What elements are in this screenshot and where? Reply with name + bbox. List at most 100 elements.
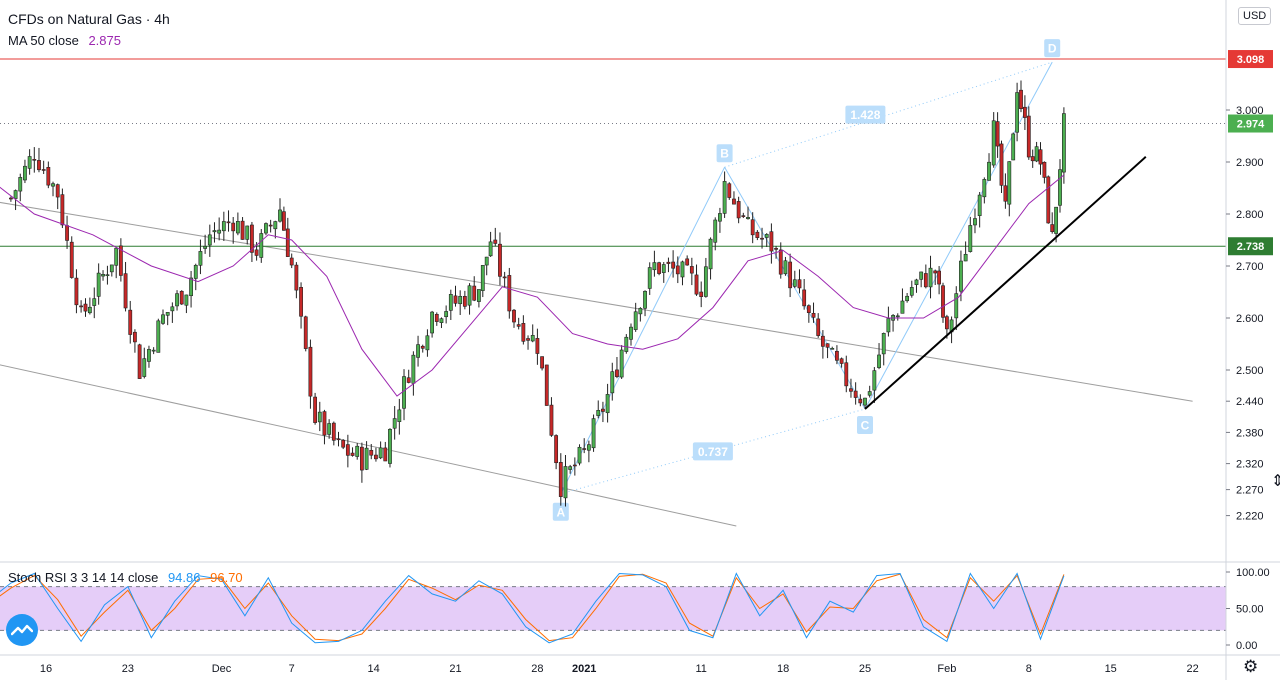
tradingview-logo-icon[interactable] — [6, 614, 38, 646]
candle[interactable] — [1062, 107, 1066, 184]
candle[interactable] — [643, 290, 647, 317]
candle[interactable] — [336, 431, 341, 447]
candle[interactable] — [425, 329, 430, 357]
candle[interactable] — [881, 332, 886, 366]
candle[interactable] — [416, 335, 420, 367]
candle[interactable] — [341, 439, 346, 450]
candle[interactable] — [109, 264, 114, 277]
candle[interactable] — [652, 250, 657, 277]
candle[interactable] — [493, 227, 498, 247]
candle[interactable] — [303, 315, 308, 352]
candle[interactable] — [231, 217, 236, 244]
candle[interactable] — [448, 289, 453, 320]
candle[interactable] — [123, 261, 128, 312]
candle[interactable] — [9, 196, 13, 202]
candle[interactable] — [1003, 173, 1008, 209]
candle[interactable] — [268, 219, 273, 233]
candle[interactable] — [769, 223, 774, 264]
candle[interactable] — [638, 307, 643, 322]
candle[interactable] — [250, 221, 254, 262]
candle[interactable] — [849, 378, 853, 398]
candle[interactable] — [1030, 149, 1035, 168]
candle[interactable] — [507, 267, 512, 319]
candle[interactable] — [928, 255, 933, 299]
candle[interactable] — [278, 198, 282, 223]
candle[interactable] — [101, 270, 105, 281]
candle[interactable] — [105, 265, 110, 285]
candle[interactable] — [289, 253, 294, 269]
candle[interactable] — [41, 160, 46, 174]
candle[interactable] — [345, 434, 350, 468]
candle[interactable] — [142, 347, 147, 379]
candle[interactable] — [327, 419, 332, 439]
candle[interactable] — [722, 171, 727, 218]
candle[interactable] — [285, 217, 290, 258]
candle[interactable] — [596, 400, 601, 419]
candle[interactable] — [909, 280, 914, 298]
candle[interactable] — [835, 345, 839, 365]
candle[interactable] — [521, 315, 526, 345]
abcd-leg-ab[interactable] — [560, 166, 726, 494]
candle[interactable] — [83, 298, 88, 317]
last-price-label[interactable]: 2.974 — [1228, 114, 1273, 133]
candle[interactable] — [392, 406, 397, 440]
candle[interactable] — [685, 255, 690, 266]
candle[interactable] — [476, 289, 481, 308]
candle[interactable] — [844, 355, 849, 393]
candle[interactable] — [430, 310, 435, 338]
candle[interactable] — [273, 220, 278, 239]
candle[interactable] — [982, 177, 987, 204]
candle[interactable] — [240, 217, 245, 240]
candle[interactable] — [755, 230, 760, 241]
candle[interactable] — [133, 329, 137, 353]
candle[interactable] — [919, 271, 924, 288]
candle[interactable] — [825, 343, 830, 359]
candle[interactable] — [235, 212, 240, 236]
candle[interactable] — [264, 222, 268, 236]
candle[interactable] — [462, 290, 467, 310]
candle[interactable] — [977, 192, 982, 228]
candle[interactable] — [554, 434, 559, 470]
candle[interactable] — [959, 250, 963, 302]
candle[interactable] — [184, 294, 189, 314]
candle[interactable] — [689, 257, 694, 286]
candle[interactable] — [549, 397, 554, 437]
candle[interactable] — [991, 112, 996, 168]
candle[interactable] — [484, 256, 489, 276]
candle[interactable] — [661, 261, 666, 283]
candle[interactable] — [923, 264, 928, 289]
candle[interactable] — [397, 398, 402, 435]
candle[interactable] — [294, 262, 299, 299]
candle[interactable] — [203, 234, 208, 254]
candle[interactable] — [359, 442, 364, 483]
candle[interactable] — [778, 242, 783, 279]
candle[interactable] — [633, 302, 638, 332]
candle[interactable] — [872, 367, 877, 403]
resistance-price-label[interactable]: 3.098 — [1228, 50, 1273, 69]
candle[interactable] — [137, 343, 142, 379]
candle[interactable] — [458, 290, 463, 315]
candle[interactable] — [563, 455, 568, 507]
candle[interactable] — [816, 313, 821, 338]
candle[interactable] — [480, 264, 485, 298]
candle[interactable] — [797, 269, 802, 294]
symbol-title[interactable]: CFDs on Natural Gas · 4h — [8, 11, 170, 27]
candle[interactable] — [647, 262, 652, 295]
candle[interactable] — [577, 444, 582, 466]
candle[interactable] — [783, 256, 788, 276]
candle[interactable] — [736, 196, 741, 224]
candle[interactable] — [488, 231, 493, 257]
candle[interactable] — [811, 302, 816, 323]
support-price-label[interactable]: 2.738 — [1228, 237, 1273, 256]
candle[interactable] — [378, 441, 383, 460]
candle[interactable] — [383, 441, 388, 462]
candle[interactable] — [895, 313, 900, 321]
abcd-ratio-ac[interactable]: 0.737 — [692, 442, 733, 461]
candle[interactable] — [558, 453, 563, 506]
abcd-label-c[interactable]: C — [857, 416, 873, 434]
candle[interactable] — [281, 206, 286, 231]
candle[interactable] — [374, 447, 378, 462]
candle[interactable] — [610, 362, 615, 401]
candle[interactable] — [87, 297, 92, 315]
ma50-line[interactable] — [0, 174, 1065, 397]
